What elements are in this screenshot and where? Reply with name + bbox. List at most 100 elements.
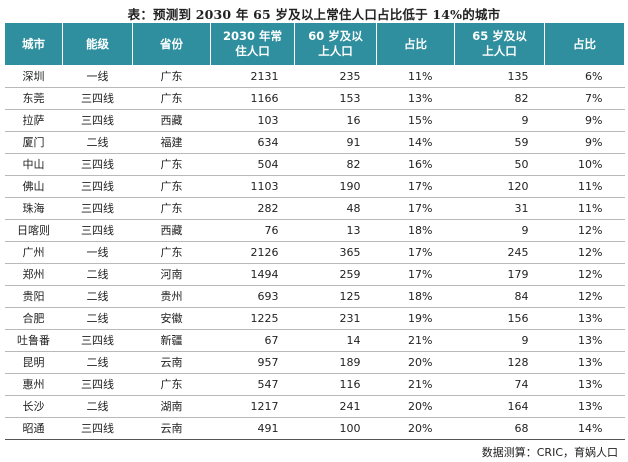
cell-city: 昆明 — [4, 351, 63, 374]
cell-age65-share: 12% — [544, 219, 625, 242]
cell-city: 惠州 — [4, 373, 63, 396]
cell-tier: 二线 — [62, 307, 133, 330]
cell-province: 广东 — [132, 153, 211, 176]
cell-age60-share: 13% — [376, 87, 455, 110]
cell-population-2030: 282 — [210, 197, 295, 220]
table-row: 合肥 二线 安徽 1225 231 19% 156 13% — [4, 307, 625, 330]
cell-age60-population: 16 — [294, 109, 377, 132]
cell-province: 广东 — [132, 87, 211, 110]
cell-age60-population: 153 — [294, 87, 377, 110]
header-city: 城市 — [4, 22, 63, 66]
cell-province: 云南 — [132, 417, 211, 440]
cell-tier: 二线 — [62, 395, 133, 418]
cell-province: 福建 — [132, 131, 211, 154]
cell-age60-population: 14 — [294, 329, 377, 352]
cell-city: 珠海 — [4, 197, 63, 220]
cell-population-2030: 693 — [210, 285, 295, 308]
cell-age60-population: 190 — [294, 175, 377, 198]
cell-province: 新疆 — [132, 329, 211, 352]
header-row: 城市 能级 省份 2030 年常 住人口 60 岁及以 上人口 占比 65 岁及以上… — [4, 22, 625, 66]
cell-age65-share: 10% — [544, 153, 625, 176]
cell-city: 东莞 — [4, 87, 63, 110]
cell-age60-population: 125 — [294, 285, 377, 308]
cell-tier: 一线 — [62, 65, 133, 88]
cell-population-2030: 504 — [210, 153, 295, 176]
cell-age60-population: 259 — [294, 263, 377, 286]
table-row: 珠海 三四线 广东 282 48 17% 31 11% — [4, 197, 625, 220]
cell-population-2030: 1494 — [210, 263, 295, 286]
cell-city: 长沙 — [4, 395, 63, 418]
table-title: 表：预测到 2030 年 65 岁及以上常住人口占比低于 14%的城市 — [127, 7, 501, 22]
cell-age60-share: 17% — [376, 197, 455, 220]
cell-city: 佛山 — [4, 175, 63, 198]
cell-age60-population: 116 — [294, 373, 377, 396]
cell-province: 广东 — [132, 373, 211, 396]
cell-age60-share: 21% — [376, 373, 455, 396]
table-row: 佛山 三四线 广东 1103 190 17% 120 11% — [4, 175, 625, 198]
cell-tier: 三四线 — [62, 329, 133, 352]
cell-population-2030: 491 — [210, 417, 295, 440]
cell-tier: 二线 — [62, 285, 133, 308]
header-age60-population: 60 岁及以 上人口 — [294, 22, 377, 66]
cell-population-2030: 1166 — [210, 87, 295, 110]
cell-age65-population: 9 — [454, 109, 545, 132]
cell-city: 深圳 — [4, 65, 63, 88]
cell-tier: 三四线 — [62, 417, 133, 440]
cell-age65-share: 7% — [544, 87, 625, 110]
cell-age65-population: 59 — [454, 131, 545, 154]
cell-tier: 二线 — [62, 131, 133, 154]
table-row: 东莞 三四线 广东 1166 153 13% 82 7% — [4, 87, 625, 110]
cell-age60-share: 20% — [376, 351, 455, 374]
cell-age60-share: 17% — [376, 263, 455, 286]
cell-age65-share: 13% — [544, 395, 625, 418]
cell-city: 广州 — [4, 241, 63, 264]
cell-age65-population: 74 — [454, 373, 545, 396]
cell-age60-share: 15% — [376, 109, 455, 132]
cell-city: 日喀则 — [4, 219, 63, 242]
cell-age60-share: 21% — [376, 329, 455, 352]
cell-age60-population: 231 — [294, 307, 377, 330]
header-population-2030: 2030 年常 住人口 — [210, 22, 295, 66]
cell-age60-share: 16% — [376, 153, 455, 176]
cell-age60-population: 235 — [294, 65, 377, 88]
cell-age60-share: 19% — [376, 307, 455, 330]
cell-age60-share: 17% — [376, 175, 455, 198]
cell-age65-population: 245 — [454, 241, 545, 264]
cell-age60-population: 91 — [294, 131, 377, 154]
cell-age65-population: 50 — [454, 153, 545, 176]
table-row: 广州 一线 广东 2126 365 17% 245 12% — [4, 241, 625, 264]
table-body: 深圳 一线 广东 2131 235 11% 135 6% 东莞 三四线 广东 1166 153 13% 82… — [4, 65, 625, 440]
cell-population-2030: 76 — [210, 219, 295, 242]
cell-age60-share: 20% — [376, 417, 455, 440]
header-age65-share: 占比 — [544, 22, 625, 66]
table-row: 长沙 二线 湖南 1217 241 20% 164 13% — [4, 395, 625, 418]
cell-age65-population: 128 — [454, 351, 545, 374]
table-row: 贵阳 二线 贵州 693 125 18% 84 12% — [4, 285, 625, 308]
cell-age65-population: 82 — [454, 87, 545, 110]
cell-city: 郑州 — [4, 263, 63, 286]
table-row: 昆明 二线 云南 957 189 20% 128 13% — [4, 351, 625, 374]
cell-province: 贵州 — [132, 285, 211, 308]
cell-tier: 三四线 — [62, 373, 133, 396]
cell-age65-population: 9 — [454, 219, 545, 242]
cell-province: 广东 — [132, 241, 211, 264]
cell-age60-share: 20% — [376, 395, 455, 418]
header-age60-share: 占比 — [376, 22, 455, 66]
cell-province: 广东 — [132, 197, 211, 220]
cell-city: 中山 — [4, 153, 63, 176]
cell-province: 广东 — [132, 175, 211, 198]
cell-tier: 三四线 — [62, 197, 133, 220]
cell-province: 湖南 — [132, 395, 211, 418]
cell-population-2030: 1103 — [210, 175, 295, 198]
cell-age60-share: 11% — [376, 65, 455, 88]
table-row: 昭通 三四线 云南 491 100 20% 68 14% — [4, 417, 625, 440]
table-row: 郑州 二线 河南 1494 259 17% 179 12% — [4, 263, 625, 286]
cell-city: 吐鲁番 — [4, 329, 63, 352]
cell-tier: 一线 — [62, 241, 133, 264]
cell-age65-population: 84 — [454, 285, 545, 308]
cell-city: 拉萨 — [4, 109, 63, 132]
cell-age65-share: 12% — [544, 241, 625, 264]
cell-tier: 三四线 — [62, 87, 133, 110]
population-table: 城市 能级 省份 2030 年常 住人口 60 岁及以 上人口 占比 65 岁及以上… — [4, 22, 625, 440]
cell-province: 河南 — [132, 263, 211, 286]
